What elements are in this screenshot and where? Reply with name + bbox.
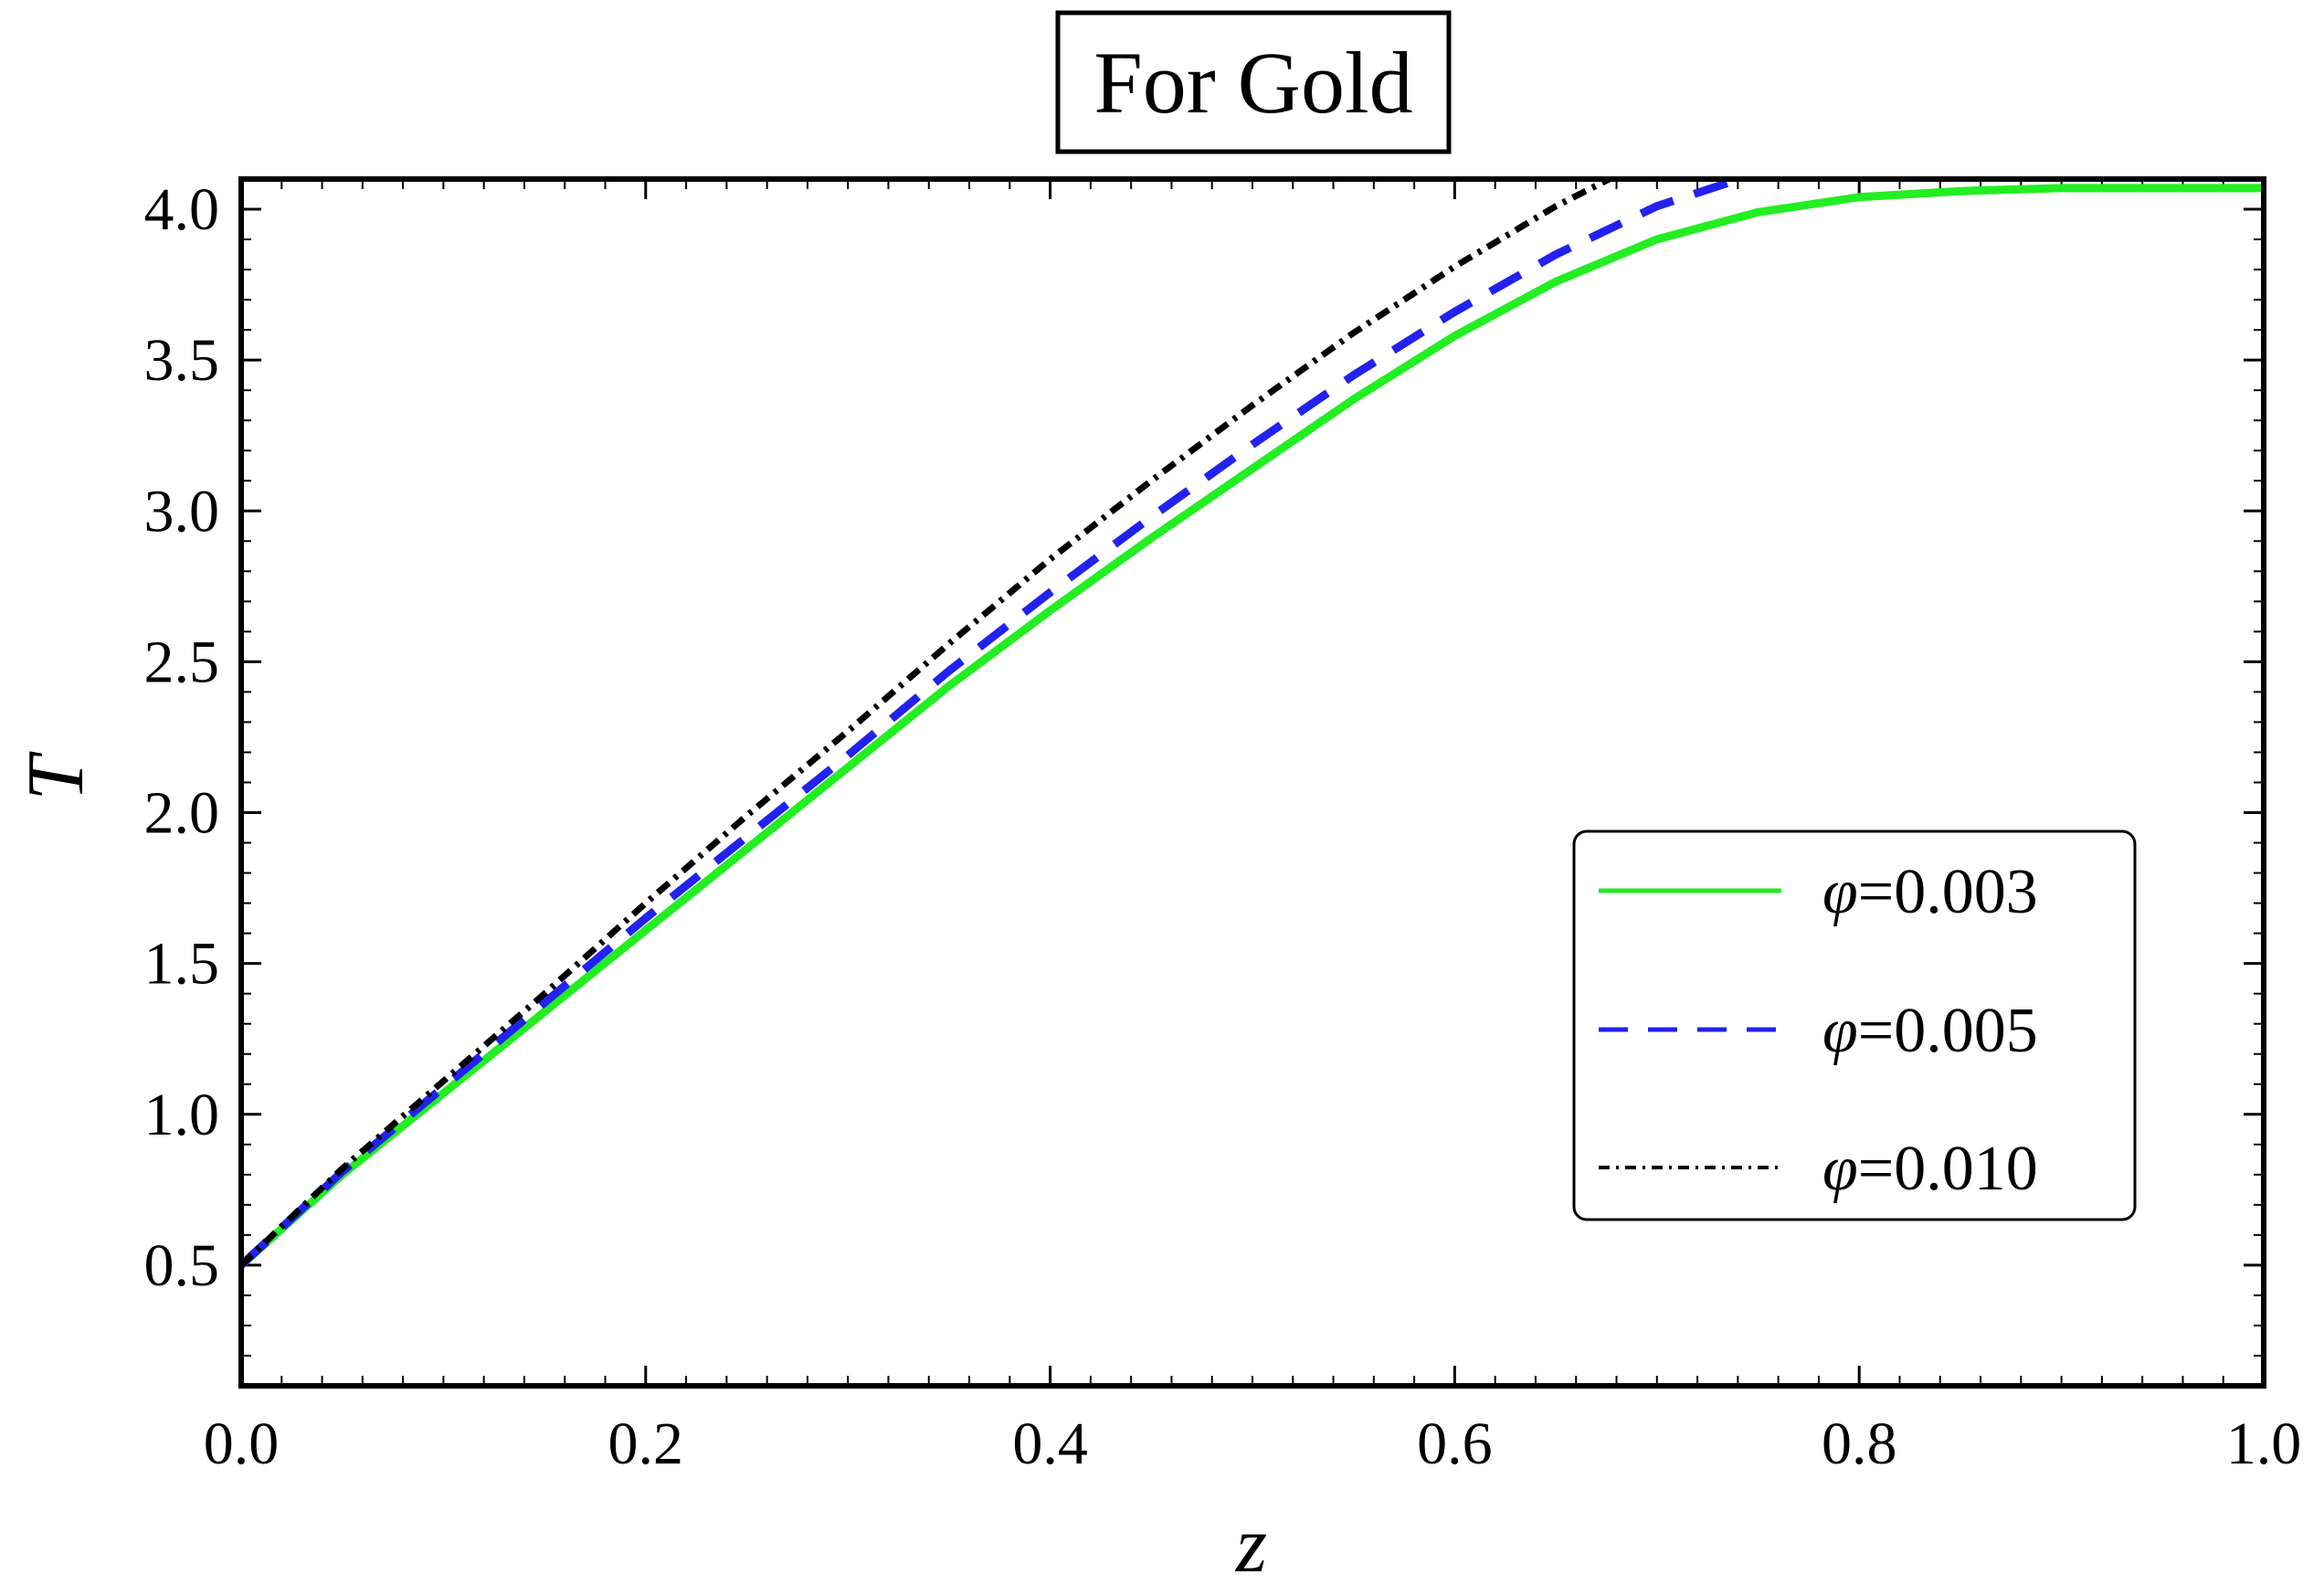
y-tick-label: 1.5 [144,931,220,998]
y-tick-label: 2.0 [144,780,220,847]
legend-label-3: φ=0.010 [1822,1134,2038,1204]
series-line-1 [241,184,2264,1269]
x-axis-label: z [1235,1501,1267,1585]
legend-phi-symbol: φ [1822,1134,1858,1204]
series-line-2 [241,179,1753,1269]
y-tick-label: 2.5 [144,629,220,695]
y-tick-label: 1.0 [144,1082,220,1148]
x-tick-label: 0.0 [204,1411,280,1477]
legend-phi-symbol: φ [1822,857,1858,927]
y-tick-label: 4.0 [144,176,220,243]
y-tick-label: 3.5 [144,327,220,394]
legend-phi-symbol: φ [1822,996,1858,1066]
legend-value: =0.003 [1858,857,2038,927]
x-tick-label: 0.2 [608,1411,684,1477]
plot-frame [238,176,2266,1389]
series-line-3 [241,179,1617,1268]
x-tick-label: 0.4 [1012,1411,1088,1477]
y-tick-label: 3.0 [144,478,220,544]
y-axis-label: T [12,750,100,800]
legend-value: =0.010 [1858,1134,2038,1204]
legend-label-2: φ=0.005 [1822,996,2038,1066]
series-lines [241,179,2264,1269]
x-tick-label: 0.6 [1417,1411,1493,1477]
x-tick-label: 0.8 [1822,1411,1897,1477]
axis-tick-labels: 0.0 0.2 0.4 0.6 0.8 1.0 0.5 1.0 1.5 2.0 2.5 3.0 3.5 4… [144,176,2302,1477]
chart-title: For Gold [1093,34,1412,132]
legend-box [1572,829,2137,1221]
x-tick-label: 1.0 [2226,1411,2302,1477]
y-tick-label: 0.5 [144,1232,220,1299]
legend-label-1: φ=0.003 [1822,857,2038,927]
legend-value: =0.005 [1858,996,2038,1066]
title-box [1055,10,1452,154]
